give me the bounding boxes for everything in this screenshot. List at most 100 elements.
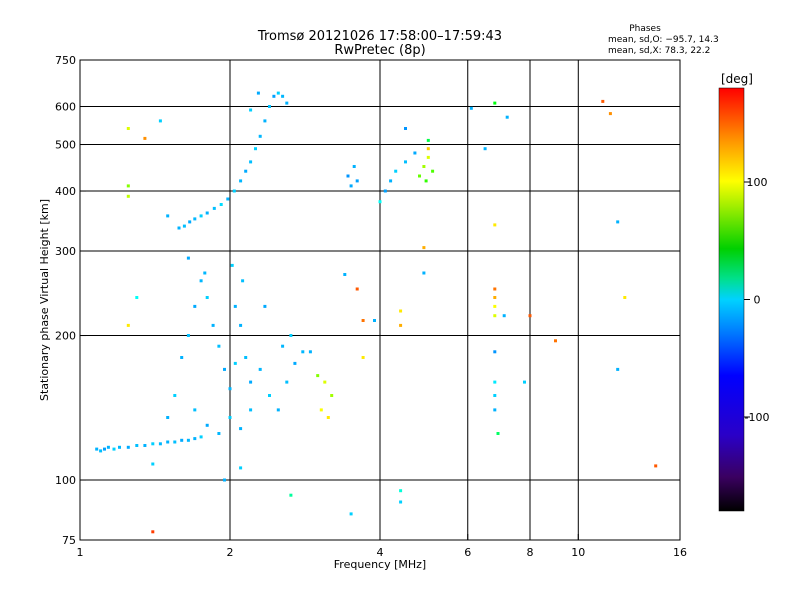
data-point <box>496 432 500 435</box>
data-point <box>389 179 393 183</box>
data-point <box>493 380 497 384</box>
data-point <box>205 296 209 299</box>
data-point <box>180 356 184 359</box>
data-point <box>205 211 209 215</box>
data-point <box>199 279 203 283</box>
data-point <box>249 380 253 384</box>
data-point <box>258 134 262 138</box>
data-point <box>232 189 236 193</box>
data-point <box>373 319 376 322</box>
data-point <box>249 108 253 112</box>
data-point <box>268 105 271 108</box>
data-point <box>289 493 293 497</box>
data-point <box>126 323 130 327</box>
data-point <box>272 94 276 98</box>
data-point <box>319 408 323 412</box>
data-point <box>193 304 197 308</box>
data-point <box>330 394 334 397</box>
data-point <box>173 440 177 444</box>
data-point <box>217 432 221 435</box>
data-point <box>399 500 403 504</box>
data-point <box>166 416 170 419</box>
data-point <box>281 94 285 98</box>
data-point <box>502 314 506 318</box>
data-point <box>346 174 350 178</box>
colorbar <box>718 87 745 512</box>
data-point <box>394 169 398 173</box>
chart-subtitle: RwPretec (8p) <box>334 43 425 58</box>
data-point <box>426 147 430 151</box>
data-point <box>239 466 243 470</box>
data-point <box>493 296 497 299</box>
data-point <box>151 530 155 534</box>
data-point <box>241 279 245 283</box>
data-point <box>493 304 497 308</box>
data-point <box>352 165 356 168</box>
data-point <box>293 361 297 365</box>
data-point <box>608 112 612 116</box>
colorbar-tick-label: 100 <box>747 176 768 189</box>
y-tick-label: 100 <box>55 474 76 487</box>
data-point <box>616 220 620 224</box>
data-point <box>203 271 207 275</box>
data-point <box>493 287 497 291</box>
data-point <box>404 127 407 130</box>
x-axis-label: Frequency [MHz] <box>334 558 426 571</box>
x-tick-label: 4 <box>377 546 384 559</box>
colorbar-tick-label: 0 <box>754 294 761 307</box>
data-point <box>135 296 139 299</box>
data-point <box>361 356 365 359</box>
data-point <box>186 438 190 442</box>
data-point <box>323 380 327 384</box>
data-point <box>285 101 289 105</box>
data-point <box>126 184 130 188</box>
data-point <box>301 350 305 354</box>
grid-lines <box>80 60 680 540</box>
data-point <box>483 147 487 151</box>
data-point <box>493 223 497 227</box>
data-point <box>263 119 267 123</box>
data-point <box>126 445 130 449</box>
data-point <box>424 179 428 183</box>
data-point <box>528 314 532 318</box>
data-point <box>151 442 155 446</box>
y-axis-label: Stationary phase Virtual Height [km] <box>38 199 51 401</box>
data-point <box>256 91 260 95</box>
data-point <box>228 416 232 419</box>
data-point <box>418 174 421 178</box>
data-point <box>217 344 221 348</box>
data-point <box>422 271 426 275</box>
colorbar-ticks: 100 0 -100 <box>744 176 769 424</box>
data-point <box>99 449 103 453</box>
x-tick-label: 8 <box>527 546 534 559</box>
data-point <box>289 334 293 337</box>
data-point <box>493 350 497 354</box>
y-tick-label: 500 <box>55 139 76 152</box>
y-tick-label: 750 <box>55 54 76 67</box>
data-point <box>349 184 353 188</box>
data-point <box>193 408 197 412</box>
data-point <box>616 367 620 371</box>
data-point <box>126 127 130 130</box>
data-point <box>239 179 243 183</box>
y-tick-label: 75 <box>62 534 76 547</box>
data-point <box>308 350 312 354</box>
data-point <box>158 442 162 446</box>
x-tick-label: 1 <box>77 546 84 559</box>
data-point <box>135 444 139 447</box>
data-point <box>505 115 509 119</box>
data-point <box>103 447 106 451</box>
data-point <box>399 489 403 493</box>
data-point <box>193 437 197 441</box>
data-point <box>422 246 426 250</box>
data-point <box>186 334 190 337</box>
data-point <box>180 438 184 442</box>
data-point <box>223 478 226 482</box>
data-point <box>469 106 473 110</box>
data-point <box>118 445 121 449</box>
data-point <box>177 226 181 230</box>
data-point <box>112 447 116 451</box>
data-point <box>601 99 605 103</box>
data-point <box>228 387 232 391</box>
